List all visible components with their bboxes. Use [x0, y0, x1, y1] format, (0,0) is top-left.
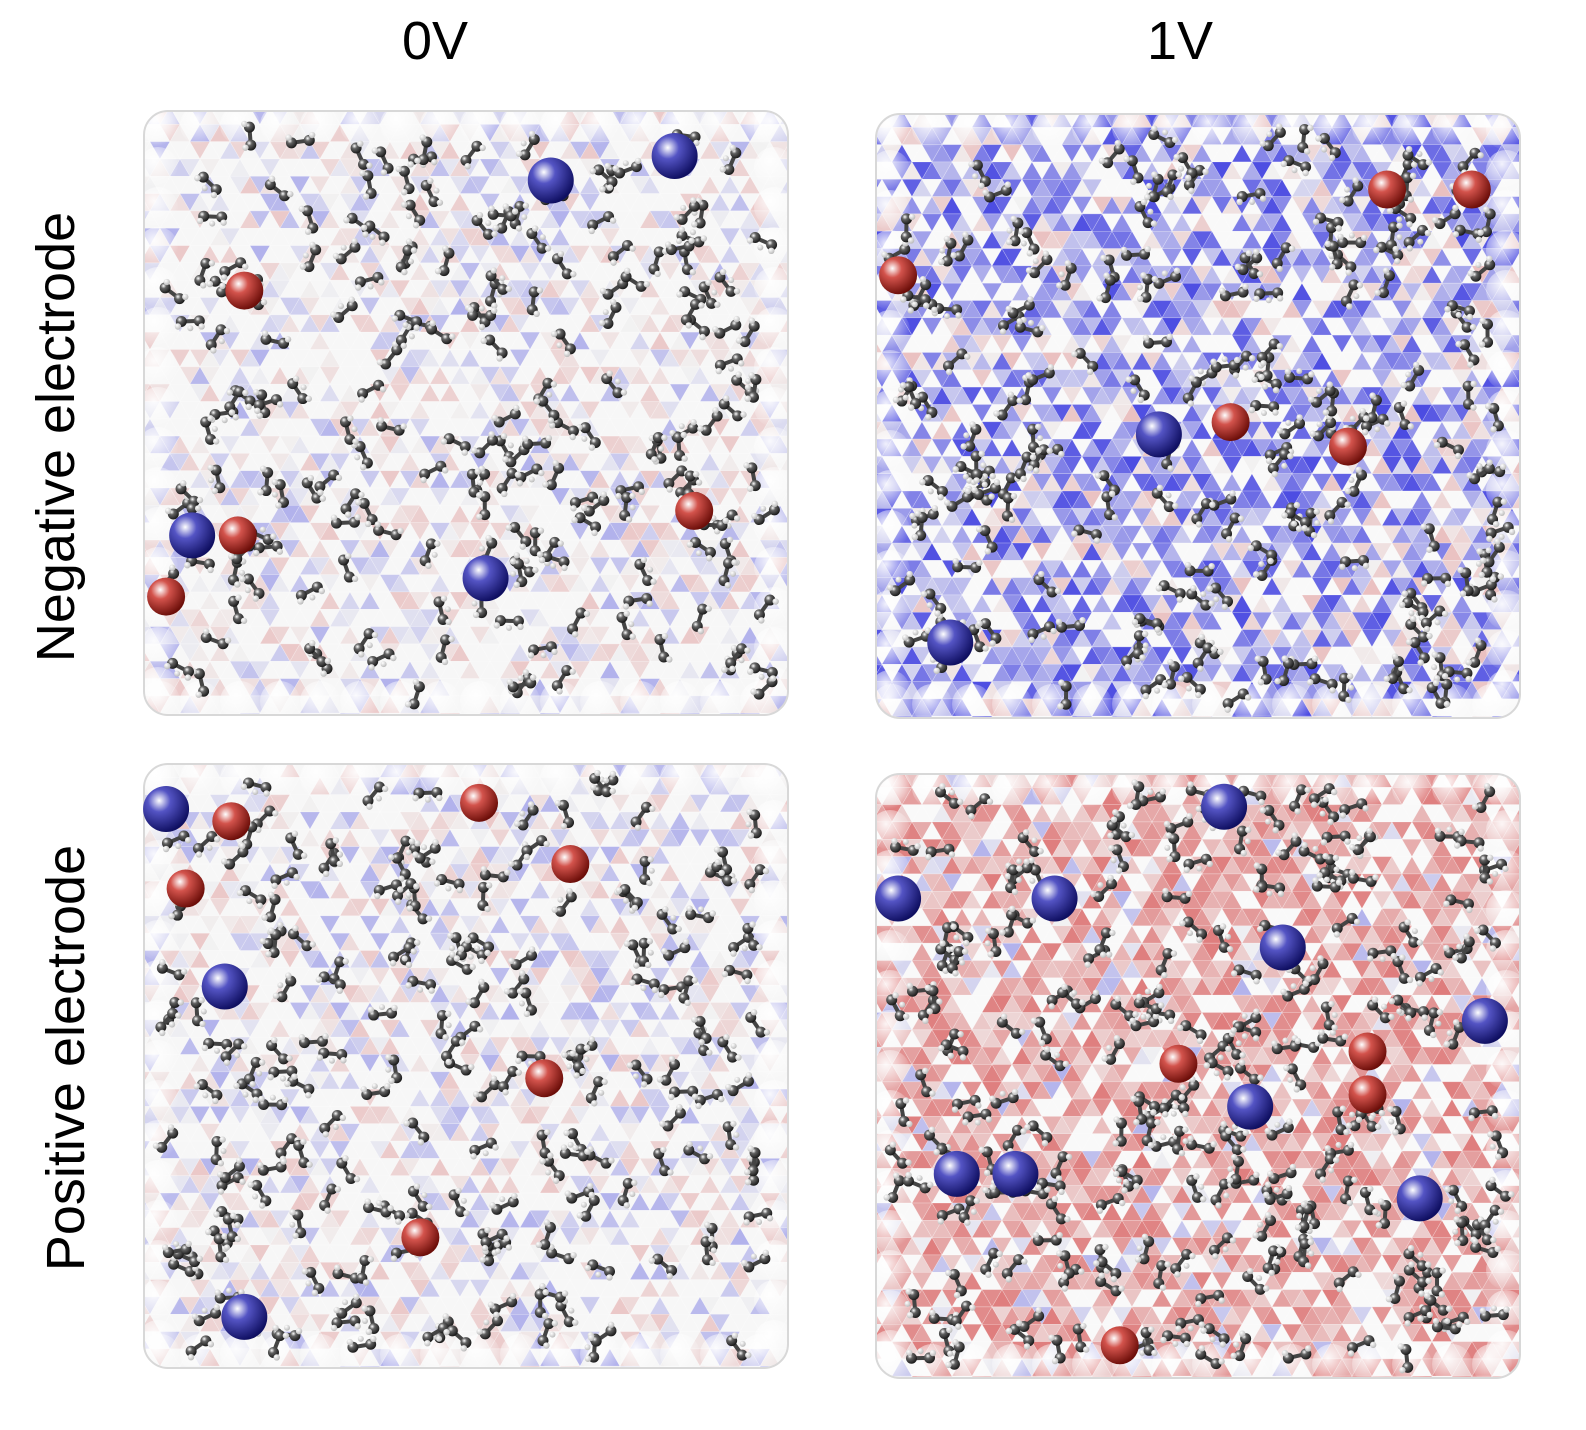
cation	[221, 1293, 268, 1340]
anion	[225, 271, 264, 310]
cation	[462, 555, 509, 602]
anion	[675, 491, 714, 530]
anion	[1452, 170, 1491, 209]
anion	[1100, 1326, 1139, 1365]
solvent-molecules	[152, 120, 780, 710]
cation	[875, 875, 922, 922]
molecular-snapshot	[872, 110, 1524, 722]
anion	[460, 783, 499, 822]
anion	[218, 516, 257, 555]
anion	[551, 845, 590, 884]
anion	[1348, 1075, 1387, 1114]
cation	[169, 512, 216, 559]
solvent-molecules	[881, 123, 1516, 713]
ions	[879, 170, 1491, 666]
cation	[1031, 875, 1078, 922]
panel-negative-0v	[140, 107, 792, 719]
cation	[527, 157, 574, 204]
panel-positive-1v	[872, 770, 1524, 1382]
cation	[927, 619, 974, 666]
panel-negative-1v	[872, 110, 1524, 722]
anion	[1348, 1032, 1387, 1071]
solvent-molecules	[883, 779, 1515, 1374]
column-label-1v: 1V	[1146, 11, 1214, 71]
ions	[875, 783, 1508, 1365]
anion	[401, 1218, 440, 1257]
solvent-molecules	[150, 769, 774, 1363]
anion	[1368, 170, 1407, 209]
cation	[1135, 411, 1182, 458]
cation	[933, 1150, 980, 1197]
anion	[525, 1059, 564, 1098]
molecular-snapshot	[140, 760, 792, 1372]
anion	[1328, 427, 1367, 466]
anion	[1211, 403, 1250, 442]
cation	[651, 132, 698, 179]
anion	[212, 802, 251, 841]
cation	[1201, 783, 1248, 830]
ions	[143, 783, 590, 1340]
column-label-0v: 0V	[401, 11, 469, 71]
molecular-snapshot	[140, 107, 792, 719]
cation	[992, 1150, 1039, 1197]
anion	[147, 577, 186, 616]
cation	[143, 785, 190, 832]
anion	[879, 256, 918, 295]
cation	[1461, 997, 1508, 1044]
anion	[1159, 1044, 1198, 1083]
cation	[201, 963, 248, 1010]
row-label-positive-electrode: Positive electrode	[36, 844, 96, 1272]
cation	[1227, 1083, 1274, 1130]
cation	[1259, 924, 1306, 971]
cation	[1396, 1175, 1443, 1222]
molecular-snapshot	[872, 770, 1524, 1382]
row-label-negative-electrode: Negative electrode	[26, 211, 86, 663]
panel-positive-0v	[140, 760, 792, 1372]
anion	[166, 869, 205, 908]
ions	[147, 132, 714, 616]
